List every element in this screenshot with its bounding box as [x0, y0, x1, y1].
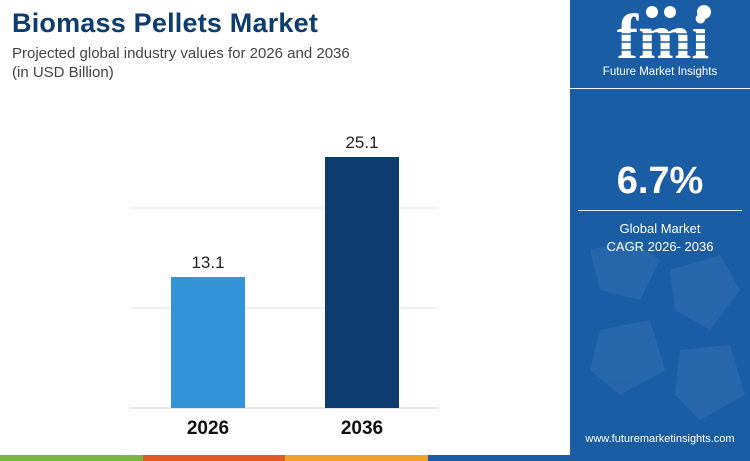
divider	[578, 210, 742, 211]
logo-letters: fmi	[617, 4, 709, 66]
subtitle-line-1: Projected global industry values for 202…	[12, 45, 350, 62]
sidebar: fmi Future Market Insights 6.7% Global M…	[570, 0, 750, 461]
divider	[570, 88, 750, 89]
cagr-label: Global Market CAGR 2026- 2036	[570, 220, 750, 256]
bar-chart: 13.1 2026 25.1 2036	[130, 133, 438, 439]
cagr-value: 6.7%	[616, 160, 704, 202]
bar-2036	[325, 157, 399, 408]
stripe-green	[0, 455, 143, 461]
cagr-label-line-1: Global Market	[619, 221, 701, 236]
stripe-blue	[427, 455, 570, 461]
stripe-orange	[142, 455, 285, 461]
data-label: 13.1	[191, 253, 224, 272]
map-texture	[590, 240, 745, 420]
chart-subtitle: Projected global industry values for 202…	[12, 44, 350, 82]
x-tick-label: 2026	[187, 418, 229, 439]
brand-name: Future Market Insights	[602, 66, 718, 78]
bottom-stripe	[0, 455, 570, 461]
x-tick-label: 2036	[341, 418, 383, 439]
page-title: Biomass Pellets Market	[12, 8, 319, 38]
globe-icon	[697, 5, 711, 19]
fmi-logo: fmi	[588, 4, 738, 66]
data-label: 25.1	[345, 133, 378, 152]
cagr-label-line-2: CAGR 2026- 2036	[606, 239, 714, 254]
bar-2026	[171, 277, 245, 408]
globe-icon	[664, 6, 676, 18]
globe-icon	[646, 6, 658, 18]
subtitle-line-2: (in USD Billion)	[12, 64, 114, 81]
stripe-yellow	[285, 455, 428, 461]
chart-panel: Biomass Pellets Market Projected global …	[12, 8, 438, 439]
website-url[interactable]: www.futuremarketinsights.com	[585, 433, 735, 445]
